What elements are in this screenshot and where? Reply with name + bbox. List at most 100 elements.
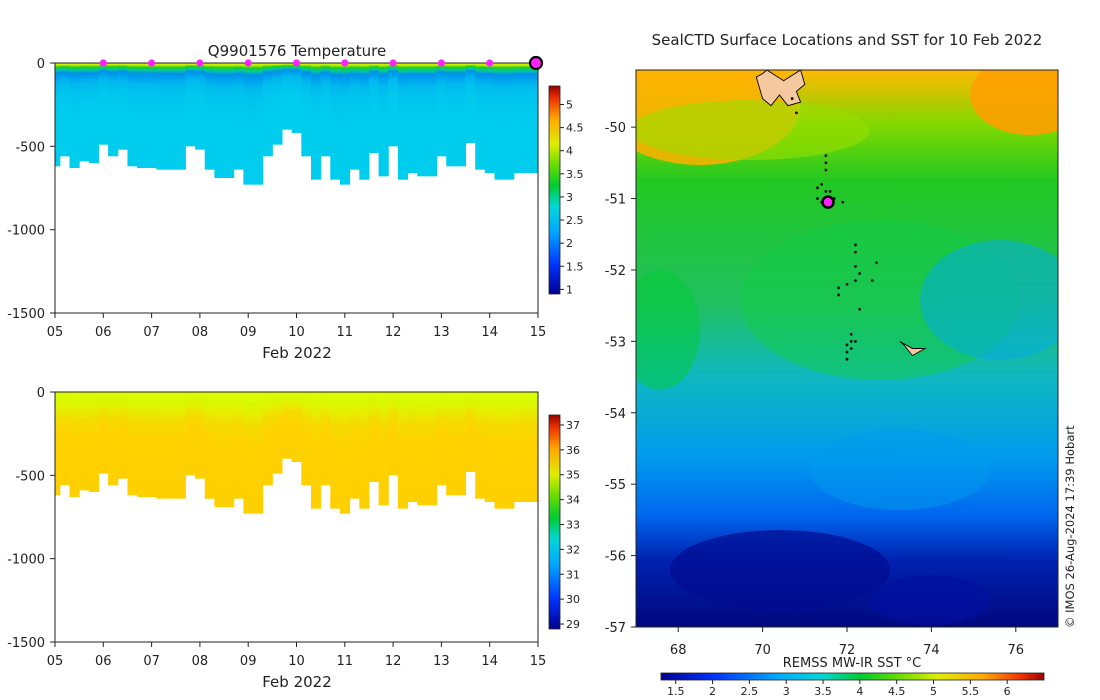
profile-column	[378, 63, 389, 177]
salinity-panel: 05 06 07 08 09 10 11 12 13 14 15 0 -500 -1000 -1500 Fe…	[7, 386, 580, 691]
sst-colorbar	[660, 672, 1045, 681]
profile-column	[397, 392, 409, 509]
surface-marker	[437, 59, 445, 67]
profile-column	[214, 63, 225, 178]
profile-column	[301, 392, 312, 486]
colorbar-tick-label: 4.5	[888, 685, 906, 698]
profile-column	[397, 63, 409, 180]
y-tick-label: -1500	[7, 636, 45, 651]
colorbar-tick-label: 5	[566, 98, 573, 111]
surface-marker	[244, 59, 252, 67]
track-point	[854, 243, 857, 247]
y-tick-label: -50	[605, 121, 626, 136]
track-point	[845, 350, 849, 354]
profile-column	[108, 63, 119, 157]
track-point	[845, 357, 849, 361]
profile-column	[175, 392, 186, 499]
track-point	[828, 189, 832, 193]
profile-column	[349, 63, 360, 170]
profile-column	[388, 392, 399, 476]
y-tick-label: -52	[605, 264, 626, 279]
map-axis-ticks: 68 70 72 74 76 -50 -51 -52 -53 -54 -55 -56 -57	[605, 121, 1024, 658]
colorbar-tick-label: 29	[566, 618, 580, 631]
profile-column	[465, 63, 476, 143]
profile-column	[407, 63, 418, 173]
profile-column	[523, 392, 534, 502]
profile-column	[310, 392, 322, 509]
profile-column	[513, 392, 525, 502]
temperature-title: Q9901576 Temperature	[208, 42, 386, 60]
track-point	[837, 286, 840, 290]
track-point	[790, 97, 794, 100]
profile-column	[69, 392, 80, 497]
track-point	[794, 111, 798, 115]
profile-column	[137, 63, 148, 168]
temperature-colorbar-ticks: 1 1.5 2 2.5 3 3.5 4 4.5 5	[560, 98, 584, 296]
x-tick-label: 12	[385, 654, 402, 669]
map-colorbar-label: REMSS MW-IR SST °C	[783, 656, 922, 671]
profile-column	[117, 392, 128, 479]
profile-column	[282, 63, 293, 130]
profile-column	[320, 63, 331, 157]
x-tick-label: 09	[240, 654, 257, 669]
profile-column	[446, 63, 457, 167]
colorbar-tick-label: 2.5	[741, 685, 759, 698]
credit-text: © IMOS 26-Aug-2024 17:39 Hobart	[1063, 425, 1077, 628]
track-point	[837, 293, 840, 297]
profile-column	[359, 392, 370, 509]
profile-column	[166, 392, 177, 499]
x-tick-label: 70	[754, 643, 771, 658]
y-tick-label: -53	[605, 335, 626, 350]
track-point	[858, 307, 862, 311]
profile-column	[156, 392, 167, 499]
colorbar-tick-label: 3.5	[566, 168, 584, 181]
profile-column	[253, 63, 264, 185]
y-tick-label: -1000	[7, 553, 45, 568]
profile-column	[426, 63, 438, 177]
seal-track-points	[790, 97, 878, 361]
surface-markers	[99, 55, 544, 71]
profile-column	[513, 63, 525, 173]
profile-column	[272, 392, 283, 474]
map-title: SealCTD Surface Locations and SST for 10…	[652, 31, 1043, 49]
track-point	[854, 339, 857, 343]
salinity-xlabel: Feb 2022	[262, 673, 332, 691]
x-tick-label: 68	[670, 643, 687, 658]
temperature-xlabel: Feb 2022	[262, 344, 332, 362]
surface-marker	[389, 59, 397, 67]
track-point	[816, 186, 819, 190]
profile-column	[407, 392, 418, 502]
colorbar-tick-label: 31	[566, 568, 580, 581]
x-tick-label: 14	[481, 325, 498, 340]
profile-column	[330, 392, 341, 509]
colorbar-tick-label: 4.5	[566, 122, 584, 135]
colorbar-tick-label: 3.5	[814, 685, 832, 698]
profile-column	[339, 63, 351, 185]
profile-column	[175, 63, 186, 170]
x-tick-label: 14	[481, 654, 498, 669]
colorbar-tick-label: 2	[566, 237, 573, 250]
y-tick-label: -55	[605, 478, 626, 493]
profile-column	[214, 392, 225, 507]
current-position-marker	[821, 195, 835, 209]
x-tick-label: 06	[95, 654, 112, 669]
profile-column	[59, 392, 70, 486]
profile-column	[224, 63, 235, 178]
x-tick-label: 10	[288, 325, 305, 340]
salinity-colorbar	[548, 414, 561, 630]
profile-column	[98, 63, 109, 145]
x-tick-label: 07	[143, 654, 160, 669]
profile-column	[368, 63, 380, 153]
profile-column	[224, 392, 235, 507]
colorbar-tick-label: 32	[566, 543, 580, 556]
colorbar-tick-label: 34	[566, 494, 580, 507]
profile-column	[79, 63, 90, 162]
colorbar-tick-label: 36	[566, 444, 580, 457]
colorbar-tick-label: 3	[783, 685, 790, 698]
track-point	[875, 261, 878, 265]
profile-column	[117, 63, 128, 150]
colorbar-tick-label: 30	[566, 593, 580, 606]
colorbar-tick-label: 1.5	[667, 685, 685, 698]
profile-column	[55, 392, 61, 496]
profile-column	[98, 392, 109, 474]
